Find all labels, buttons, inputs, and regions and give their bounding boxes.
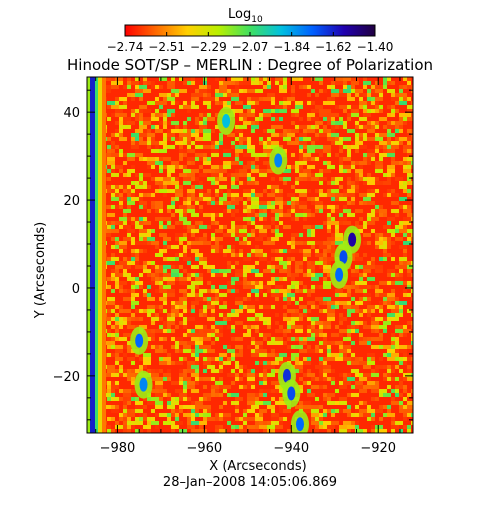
colorbar-label: Log10 — [228, 7, 263, 25]
y-axis: −20 0 20 40 — [53, 89, 413, 421]
y-tick-label: 40 — [63, 106, 80, 121]
x-tick-label: −980 — [100, 441, 136, 456]
colorbar-tick-label: −2.29 — [190, 40, 227, 54]
feature-core — [139, 377, 148, 392]
y-axis-label: Y (Arcseconds) — [33, 222, 48, 319]
chart-title: Hinode SOT/SP – MERLIN : Degree of Polar… — [67, 56, 433, 74]
limb-band — [90, 77, 95, 433]
feature-core — [274, 153, 283, 168]
y-tick-label: −20 — [53, 370, 80, 385]
y-tick-label: 0 — [72, 282, 80, 297]
plot-frame — [86, 76, 414, 434]
limb-band — [87, 77, 90, 433]
feature-core — [348, 232, 357, 247]
feature-core — [339, 250, 348, 265]
y-tick-label: 20 — [63, 194, 80, 209]
timestamp: 28–Jan–2008 14:05:06.869 — [163, 475, 337, 490]
x-axis: −980 −960 −940 −920 — [95, 77, 401, 456]
limb-band — [98, 77, 102, 433]
feature-core — [222, 113, 231, 128]
colorbar-tick-label: −1.84 — [273, 40, 310, 54]
colorbar-tick-label: −2.51 — [148, 40, 185, 54]
colorbar-tick-label: −1.62 — [315, 40, 352, 54]
heatmap-plot — [87, 77, 413, 433]
feature-core — [335, 267, 344, 282]
limb-band — [102, 77, 106, 433]
x-tick-label: −920 — [360, 441, 396, 456]
feature-core — [135, 333, 144, 348]
colorbar-ticks: −2.74 −2.51 −2.29 −2.07 −1.84 −1.62 −1.40 — [107, 32, 394, 54]
x-tick-label: −940 — [273, 441, 309, 456]
feature-core — [295, 417, 304, 432]
x-tick-label: −960 — [187, 441, 223, 456]
feature-core — [282, 368, 291, 383]
limb-band — [95, 77, 98, 433]
colorbar-tick-label: −2.07 — [232, 40, 269, 54]
feature-core — [287, 386, 296, 401]
colorbar-tick-label: −1.40 — [357, 40, 394, 54]
x-axis-label: X (Arcseconds) — [209, 459, 306, 474]
colorbar-tick-label: −2.74 — [107, 40, 144, 54]
